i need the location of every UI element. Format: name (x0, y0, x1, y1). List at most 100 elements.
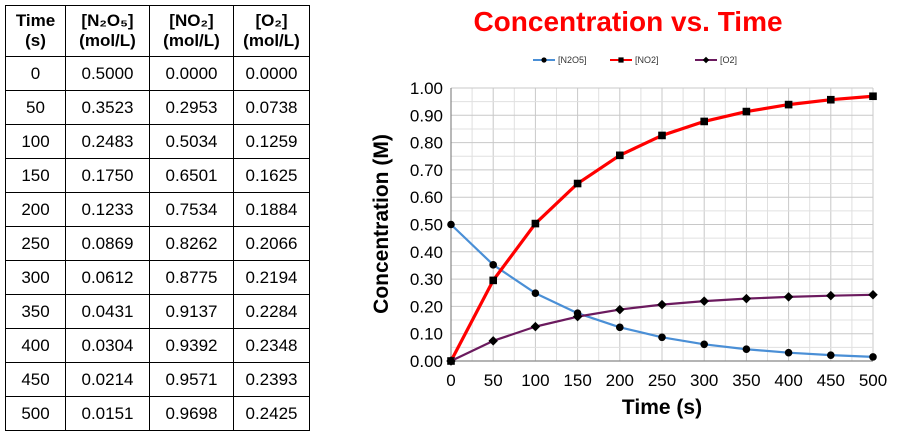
data-point (869, 92, 877, 101)
table-row: 200 0.1233 0.7534 0.1884 (5, 192, 310, 227)
header-no2: [NO₂] (mol/L) (149, 5, 234, 57)
table-row: 300 0.0612 0.8775 0.2194 (5, 260, 310, 295)
table-row: 150 0.1750 0.6501 0.1625 (5, 158, 310, 193)
data-point (784, 348, 793, 357)
y-axis-label: Concentration (M) (370, 134, 393, 314)
data-point (530, 321, 541, 332)
header-n2o5: [N₂O₅] (mol/L) (65, 5, 150, 57)
n2o5-cell: 0.0431 (65, 294, 150, 329)
x-tick-labels: 0 50 100 150 200 250 300 350 400 450 500 (446, 371, 887, 390)
x-tick-label: 0 (446, 371, 455, 390)
data-point (699, 296, 709, 306)
data-point (489, 276, 497, 285)
legend-label: [N2O5] (558, 55, 587, 65)
y-tick-label: 0.60 (410, 188, 443, 207)
o2-cell: 0.1884 (233, 192, 310, 227)
x-tick-label: 50 (484, 371, 503, 390)
no2-cell: 0.7534 (149, 192, 234, 227)
time-cell: 50 (5, 90, 66, 125)
data-point (741, 293, 752, 304)
time-cell: 250 (5, 226, 66, 261)
chart-title: Concentration vs. Time (473, 6, 782, 37)
data-point (531, 219, 540, 228)
data-point (868, 290, 878, 300)
time-cell: 350 (5, 294, 66, 329)
y-tick-label: 0.30 (410, 270, 443, 289)
time-cell: 500 (5, 396, 66, 431)
data-point (658, 131, 666, 140)
y-tick-label: 0.40 (410, 243, 443, 262)
o2-cell: 0.0738 (233, 90, 310, 125)
data-point (783, 292, 794, 302)
data-point (488, 336, 498, 346)
n2o5-cell: 0.0612 (65, 260, 150, 295)
series-0 (447, 220, 877, 361)
x-tick-label: 250 (648, 371, 676, 390)
no2-cell: 0.8262 (149, 226, 234, 261)
o2-cell: 0.2284 (233, 294, 310, 329)
chart-legend: [N2O5] [NO2] [O2] (533, 55, 737, 65)
no2-cell: 0.5034 (149, 124, 234, 159)
x-tick-label: 350 (732, 371, 760, 390)
n2o5-cell: 0.3523 (65, 90, 150, 125)
y-tick-label: 0.20 (410, 297, 443, 316)
y-tick-label: 0.00 (410, 352, 443, 371)
concentration-table: Time (s) [N₂O₅] (mol/L) [NO₂] (mol/L) [O₂](… (5, 5, 310, 431)
data-point (447, 220, 455, 229)
series-1 (447, 92, 877, 365)
no2-cell: 0.9571 (149, 362, 234, 397)
x-tick-label: 450 (817, 371, 845, 390)
data-point (616, 323, 624, 332)
o2-cell: 0.2066 (233, 226, 310, 261)
table-row: 100 0.2483 0.5034 0.1259 (5, 124, 310, 159)
n2o5-cell: 0.1750 (65, 158, 150, 193)
table-row: 0 0.5000 0.0000 0.0000 (5, 56, 310, 91)
y-tick-label: 1.00 (410, 79, 443, 98)
x-tick-label: 150 (563, 371, 591, 390)
data-point (616, 151, 624, 160)
time-cell: 200 (5, 192, 66, 227)
o2-cell: 0.1625 (233, 158, 310, 193)
data-point (827, 95, 835, 104)
o2-cell: 0.2348 (233, 328, 310, 363)
n2o5-cell: 0.0304 (65, 328, 150, 363)
table-row: 400 0.0304 0.9392 0.2348 (5, 328, 310, 363)
data-point (658, 333, 666, 342)
table-header-row: Time (s) [N₂O₅] (mol/L) [NO₂] (mol/L) [O₂](… (5, 5, 310, 57)
data-point (742, 107, 751, 116)
data-point (700, 117, 708, 126)
n2o5-cell: 0.0214 (65, 362, 150, 397)
no2-cell: 0.9698 (149, 396, 234, 431)
time-cell: 300 (5, 260, 66, 295)
data-point (826, 290, 836, 301)
time-cell: 450 (5, 362, 66, 397)
legend-label: [O2] (720, 55, 737, 65)
data-point (869, 353, 877, 361)
y-tick-labels: 0.00 0.10 0.20 0.30 0.40 0.50 0.60 0.70 0.80 0.90… (410, 79, 443, 371)
time-cell: 0 (5, 56, 66, 91)
data-point (700, 340, 708, 349)
no2-cell: 0.2953 (149, 90, 234, 125)
data-point (531, 289, 540, 298)
table-row: 350 0.0431 0.9137 0.2284 (5, 294, 310, 329)
y-tick-label: 0.90 (410, 106, 443, 125)
x-tick-label: 100 (521, 371, 549, 390)
y-tick-label: 0.50 (410, 216, 443, 235)
table-row: 50 0.3523 0.2953 0.0738 (5, 90, 310, 125)
n2o5-cell: 0.2483 (65, 124, 150, 159)
time-cell: 400 (5, 328, 66, 363)
data-point (742, 345, 751, 354)
header-o2: [O₂] (mol/L) (233, 5, 310, 57)
legend-label: [NO2] (635, 55, 659, 65)
x-axis-label: Time (s) (622, 396, 702, 419)
data-point (657, 299, 667, 310)
data-point (784, 100, 793, 109)
no2-cell: 0.9137 (149, 294, 234, 329)
y-tick-label: 0.10 (410, 325, 443, 344)
n2o5-cell: 0.0151 (65, 396, 150, 431)
concentration-chart: Concentration vs. Time [N2O5] [NO2] [O2] 0… (370, 6, 887, 419)
y-tick-label: 0.70 (410, 161, 443, 180)
x-tick-label: 200 (606, 371, 634, 390)
o2-cell: 0.2393 (233, 362, 310, 397)
legend-marker (618, 57, 624, 63)
